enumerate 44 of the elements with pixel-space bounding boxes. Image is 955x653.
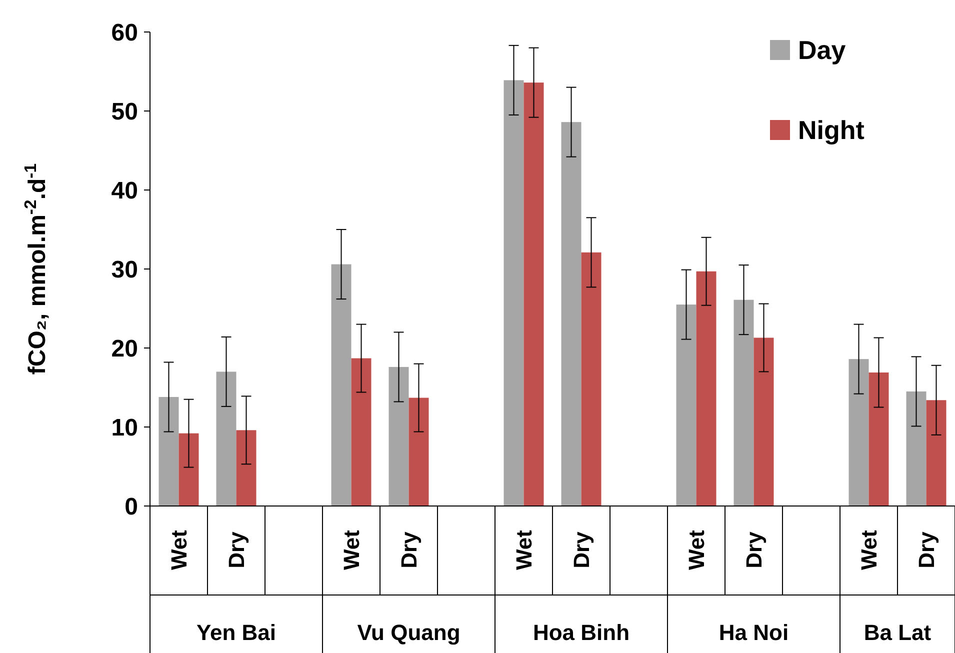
- text: Vu Quang: [357, 620, 460, 645]
- text: Hoa Binh: [532, 620, 630, 645]
- y-tick-label: 60: [111, 19, 138, 46]
- x-tick-label: Dry: [741, 530, 766, 568]
- bar: [581, 252, 602, 506]
- x-tick-label: Dry: [568, 530, 594, 568]
- legend-label: Day: [798, 35, 846, 66]
- x-tick-label: Dry: [914, 530, 939, 568]
- bar: [216, 372, 236, 506]
- bar: [868, 372, 889, 506]
- y-tick-label: 20: [111, 335, 138, 362]
- bar: [906, 391, 926, 506]
- bar: [848, 359, 869, 506]
- bar: [676, 304, 696, 506]
- x-tick-label: Dry: [396, 530, 422, 568]
- y-tick-label: 10: [111, 414, 138, 442]
- bar: [504, 80, 524, 506]
- bar: [178, 433, 199, 506]
- bar: [331, 264, 352, 506]
- y-tick-label: 30: [111, 256, 138, 284]
- x-tick-label: Wet: [166, 529, 192, 570]
- bar: [236, 430, 256, 506]
- bar: [524, 82, 544, 506]
- bar: [561, 122, 582, 506]
- y-tick-label: 0: [124, 493, 138, 520]
- x-tick-label: Wet: [684, 529, 709, 570]
- legend-label: Night: [798, 115, 865, 146]
- y-tick-label: 40: [111, 177, 138, 204]
- text: Ha Noi: [718, 620, 789, 645]
- x-tick-label: Wet: [856, 529, 882, 570]
- bar: [696, 271, 716, 506]
- bar: [388, 366, 409, 506]
- text: Ba Lat: [864, 620, 932, 645]
- y-tick-label: 50: [111, 98, 138, 126]
- bar: [408, 398, 429, 506]
- bar: [158, 396, 179, 506]
- x-tick-label: Dry: [224, 530, 249, 568]
- bar: [734, 300, 754, 506]
- bar: [351, 358, 372, 506]
- bar: [926, 400, 946, 506]
- text: Yen Bai: [196, 620, 276, 645]
- x-tick-label: Wet: [338, 529, 364, 570]
- x-tick-label: Wet: [511, 529, 536, 570]
- bar: [754, 338, 774, 506]
